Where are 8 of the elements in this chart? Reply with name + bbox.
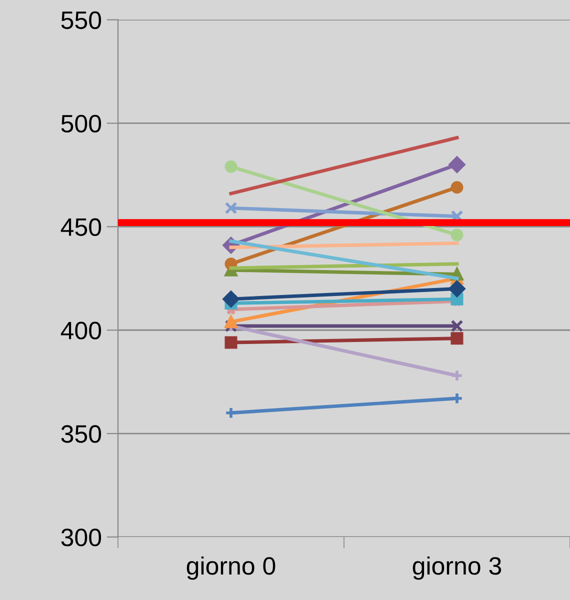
y-tick-label: 300: [61, 528, 102, 546]
y-tick-label: 400: [60, 322, 102, 340]
y-tick-label: 450: [60, 218, 102, 236]
x-tick-label: giorno 0: [186, 556, 276, 580]
y-tick-label: 350: [61, 425, 102, 443]
x-tick-label: giorno 3: [412, 556, 502, 580]
y-tick-label: 500: [61, 114, 102, 133]
y-tick-label: 550: [61, 11, 102, 30]
